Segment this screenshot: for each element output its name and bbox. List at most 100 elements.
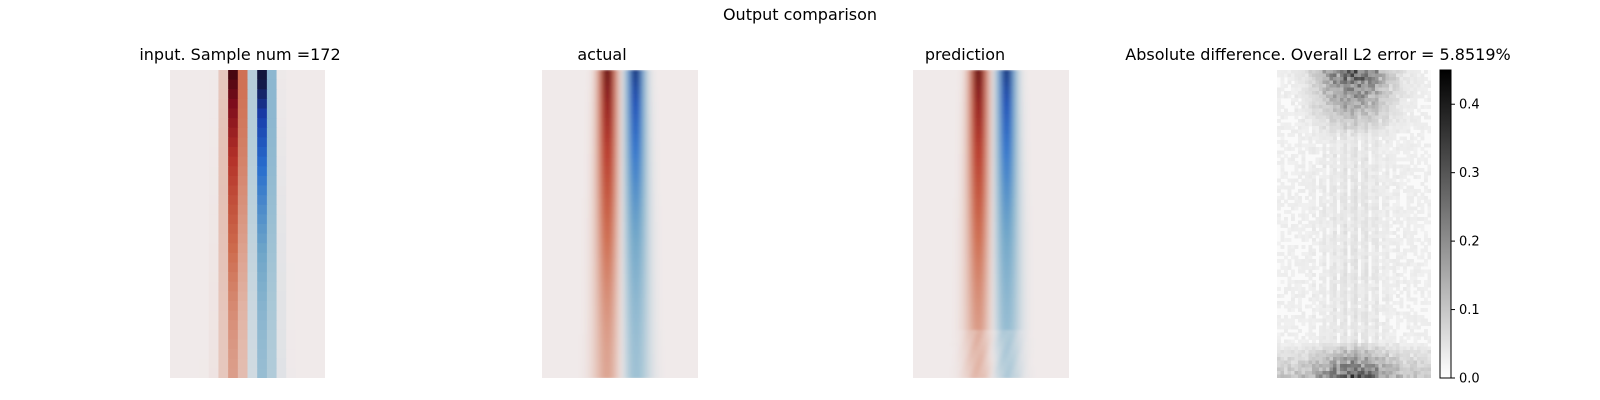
field-cell bbox=[650, 290, 654, 295]
field-cell bbox=[1018, 202, 1022, 207]
field-cell bbox=[961, 266, 965, 271]
field-cell bbox=[997, 270, 1001, 275]
field-cell bbox=[985, 206, 989, 211]
field-cell bbox=[1015, 238, 1019, 243]
field-cell bbox=[994, 270, 998, 275]
field-cell bbox=[641, 354, 645, 359]
input-cell bbox=[189, 272, 200, 283]
error-cell bbox=[1319, 133, 1323, 137]
input-cell bbox=[247, 147, 258, 158]
field-cell bbox=[611, 186, 615, 191]
field-cell bbox=[1006, 90, 1010, 95]
field-cell bbox=[611, 290, 615, 295]
field-cell bbox=[1009, 226, 1013, 231]
field-cell bbox=[964, 206, 968, 211]
error-cell bbox=[1305, 129, 1309, 134]
field-cell bbox=[1012, 234, 1016, 239]
error-cell bbox=[1382, 98, 1386, 102]
field-cell bbox=[629, 178, 633, 183]
field-cell bbox=[647, 242, 651, 247]
field-cell bbox=[617, 134, 621, 139]
input-cell bbox=[179, 301, 190, 312]
input-cell bbox=[237, 233, 249, 244]
error-cell bbox=[1343, 136, 1348, 141]
field-cell bbox=[650, 238, 654, 243]
field-cell bbox=[1000, 186, 1004, 191]
input-cell bbox=[266, 195, 278, 206]
field-cell bbox=[638, 122, 642, 127]
error-cell bbox=[1315, 133, 1320, 137]
input-cell bbox=[218, 79, 229, 90]
field-cell bbox=[1012, 286, 1016, 291]
field-cell bbox=[587, 214, 591, 219]
error-cell bbox=[1378, 112, 1383, 116]
field-cell bbox=[644, 222, 648, 227]
field-cell bbox=[632, 214, 636, 219]
field-cell bbox=[970, 326, 974, 331]
input-cell bbox=[257, 262, 268, 273]
field-cell bbox=[599, 142, 603, 147]
field-cell bbox=[1000, 242, 1004, 247]
error-cell bbox=[1294, 80, 1299, 85]
input-cell bbox=[189, 291, 200, 302]
input-cell bbox=[218, 156, 229, 167]
field-cell bbox=[1009, 114, 1013, 119]
error-cell bbox=[1357, 112, 1362, 116]
field-cell bbox=[994, 186, 998, 191]
field-cell bbox=[656, 206, 660, 211]
field-cell bbox=[976, 170, 980, 175]
field-cell bbox=[964, 338, 968, 343]
field-cell bbox=[961, 114, 965, 119]
input-cell bbox=[315, 118, 325, 129]
field-cell bbox=[653, 298, 657, 303]
field-cell bbox=[1021, 314, 1025, 319]
field-cell bbox=[988, 338, 992, 343]
error-cell bbox=[1417, 119, 1421, 123]
field-cell bbox=[1021, 354, 1025, 359]
field-cell bbox=[973, 158, 977, 163]
error-cell bbox=[1298, 129, 1302, 134]
field-cell bbox=[994, 310, 998, 315]
error-cell bbox=[1350, 140, 1355, 144]
error-cell bbox=[1333, 91, 1337, 95]
error-cell bbox=[1389, 98, 1393, 102]
error-cell bbox=[1319, 77, 1323, 81]
field-cell bbox=[611, 82, 615, 87]
field-cell bbox=[1012, 154, 1016, 159]
field-cell bbox=[1015, 98, 1019, 103]
error-cell bbox=[1336, 147, 1341, 151]
error-cell bbox=[1396, 115, 1400, 120]
input-cell bbox=[257, 98, 268, 110]
error-cell bbox=[1371, 147, 1376, 151]
input-cell bbox=[257, 70, 268, 81]
field-cell bbox=[1018, 102, 1022, 107]
field-cell bbox=[967, 86, 971, 91]
field-cell bbox=[632, 90, 636, 95]
error-cell bbox=[1382, 129, 1386, 134]
field-cell bbox=[1003, 126, 1007, 131]
field-cell bbox=[1000, 310, 1004, 315]
field-cell bbox=[587, 302, 591, 307]
field-cell bbox=[997, 182, 1001, 187]
field-cell bbox=[1003, 374, 1007, 378]
field-cell bbox=[587, 242, 591, 247]
field-cell bbox=[623, 202, 627, 207]
field-cell bbox=[653, 250, 657, 255]
error-cell bbox=[1375, 84, 1379, 88]
field-cell bbox=[1009, 126, 1013, 131]
field-cell bbox=[581, 334, 585, 339]
input-cell bbox=[189, 118, 200, 129]
field-cell bbox=[967, 326, 971, 331]
field-cell bbox=[955, 306, 959, 311]
field-cell bbox=[623, 242, 627, 247]
field-cell bbox=[1006, 174, 1010, 179]
field-cell bbox=[629, 306, 633, 311]
field-cell bbox=[629, 210, 633, 215]
field-cell bbox=[635, 350, 639, 355]
error-cell bbox=[1385, 143, 1390, 148]
field-cell bbox=[635, 218, 639, 223]
field-cell bbox=[608, 290, 612, 295]
input-cell bbox=[208, 358, 220, 369]
error-cell bbox=[1361, 105, 1365, 109]
field-cell bbox=[1021, 310, 1025, 315]
